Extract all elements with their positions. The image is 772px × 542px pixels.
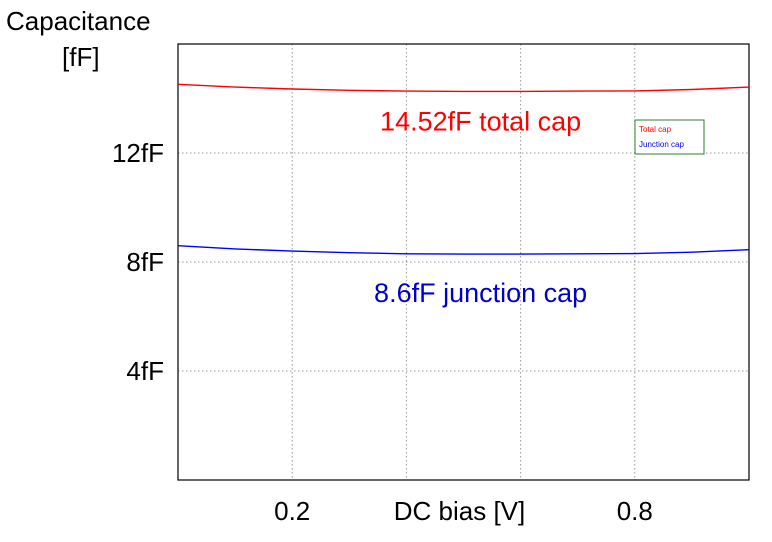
y-tick-label-0: 4fF: [126, 356, 164, 386]
series-line-1: [177, 245, 750, 255]
plot-frame: [177, 43, 750, 481]
annotation-1: 8.6fF junction cap: [374, 278, 587, 308]
tick-labels: 4fF 8fF 12fF 0.2 0.8: [112, 138, 653, 526]
x-axis-title: DC bias [V]: [394, 496, 526, 526]
legend-entry-0: Total cap: [639, 125, 672, 134]
legend: Total cap Junction cap: [634, 119, 705, 155]
x-tick-label-0: 0.2: [274, 496, 310, 526]
series-layer: [177, 83, 750, 255]
y-axis-title-line2: [fF]: [62, 42, 100, 72]
y-axis-title-line1: Capacitance: [6, 6, 151, 36]
annotations: 14.52fF total cap 8.6fF junction cap: [374, 106, 587, 308]
y-tick-label-2: 12fF: [112, 138, 164, 168]
legend-entry-1: Junction cap: [639, 140, 684, 149]
series-line-0: [177, 83, 750, 93]
y-tick-label-1: 8fF: [126, 247, 164, 277]
legend-box: [634, 119, 705, 155]
annotation-0: 14.52fF total cap: [380, 106, 581, 136]
x-tick-label-1: 0.8: [617, 496, 653, 526]
